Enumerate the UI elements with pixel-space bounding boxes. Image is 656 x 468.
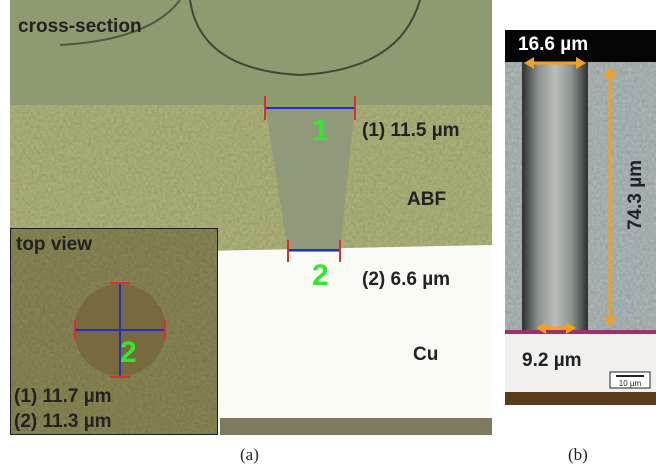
scale-bar-label: 10 µm (619, 379, 642, 388)
material-label: ABF (407, 189, 446, 210)
material-label: Cu (413, 344, 438, 365)
bottom-layer (505, 392, 656, 405)
measurement-label: 9.2 µm (522, 350, 582, 371)
caption: (a) (240, 445, 259, 464)
measurement-label: (2) 6.6 µm (362, 269, 450, 290)
panel-a: 1 2 cross-section (1) 11.5 µm ABF (2) 6.… (10, 0, 492, 464)
marker-label: 1 (312, 114, 329, 147)
figure: 1 2 cross-section (1) 11.5 µm ABF (2) 6.… (0, 0, 656, 468)
inset: 2 top view (1) 11.7 µm (2) 11.3 µm (10, 228, 218, 435)
measurement-label: (2) 11.3 µm (14, 411, 112, 432)
panel-b: 16.6 µm 74.3 µm 9.2 µm 10 µm (b) (505, 30, 656, 464)
interface (505, 330, 656, 334)
measurement-label: 74.3 µm (625, 160, 646, 230)
measurement-label: 16.6 µm (518, 34, 588, 55)
measurement-label: (1) 11.5 µm (362, 120, 460, 141)
section-label: cross-section (18, 16, 142, 37)
marker-label: 2 (312, 259, 329, 292)
inset-label: top view (16, 234, 92, 255)
measurement-label: (1) 11.7 µm (14, 386, 112, 407)
caption: (b) (568, 445, 588, 464)
via (522, 62, 588, 332)
cu-bottom (220, 418, 492, 435)
marker-label: 2 (120, 336, 137, 369)
